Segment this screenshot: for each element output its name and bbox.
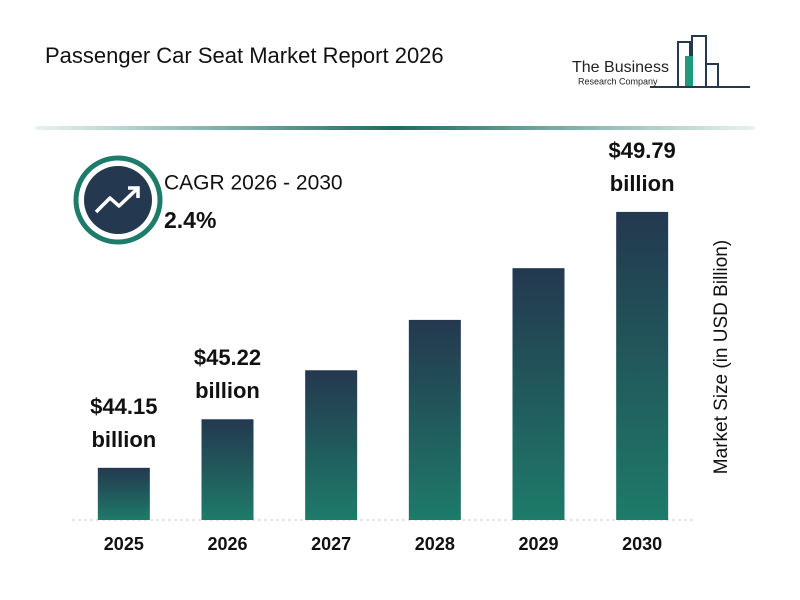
x-tick-label: 2025: [104, 534, 144, 554]
title: Passenger Car Seat Market Report 2026: [45, 43, 444, 68]
bar: [408, 319, 461, 520]
logo: [650, 35, 750, 88]
cagr-value: 2.4%: [164, 207, 216, 233]
bar: [616, 211, 669, 520]
cagr-label: CAGR 2026 - 2030: [164, 172, 343, 195]
icon-arrow: [94, 186, 140, 214]
x-tick-label: 2028: [415, 534, 455, 554]
icon-circle: [84, 166, 152, 234]
bar: [97, 467, 150, 520]
divider: [35, 126, 755, 130]
x-tick-label: 2029: [518, 534, 558, 554]
x-tick-label: 2027: [311, 534, 351, 554]
logo-shape: [691, 35, 707, 88]
value-label: $45.22 billion: [193, 345, 262, 404]
logo-text: Research Company: [578, 76, 658, 86]
icon-arrow: [128, 186, 140, 198]
value-label: $49.79 billion: [608, 137, 676, 196]
bar: [305, 370, 358, 520]
value-label: $44.15 billion: [90, 393, 158, 452]
cagr-icon: [73, 155, 163, 245]
x-tick-label: 2030: [622, 534, 662, 554]
y-axis-label: Market Size (in USD Billion): [711, 240, 732, 474]
bar: [512, 268, 565, 520]
bar: [201, 419, 254, 520]
x-tick-label: 2026: [207, 534, 247, 554]
logo-text: The Business: [572, 59, 669, 76]
logo-shape: [705, 63, 719, 88]
logo-shape: [685, 56, 693, 87]
